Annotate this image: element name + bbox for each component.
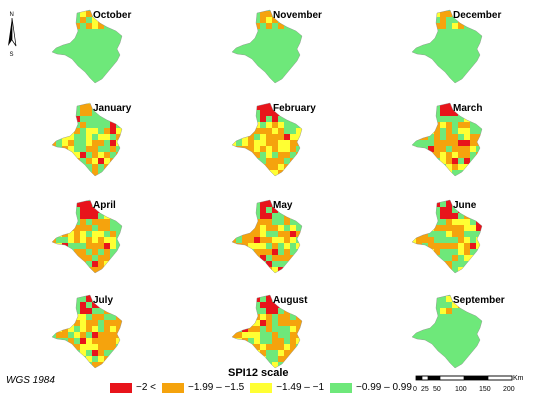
legend-label-moderate: −1.49 – −1	[276, 382, 325, 393]
legend: −2 < −1.99 – −1.5 −1.49 – −1 −0.99 – 0.9…	[110, 382, 418, 393]
legend-swatch-normal	[330, 382, 353, 393]
map-label: October	[93, 10, 131, 21]
scale-tick-50: 50	[433, 386, 441, 393]
legend-swatch-moderate	[250, 382, 273, 393]
map-panel-may: May	[231, 199, 303, 274]
legend-label-extreme: −2 <	[136, 382, 157, 393]
legend-swatch-extreme	[110, 382, 132, 393]
map-label: August	[273, 295, 308, 306]
map-panel-april: April	[51, 199, 123, 274]
map-label: May	[273, 200, 293, 211]
map-label: January	[93, 103, 132, 114]
map-panel-july: July	[51, 294, 123, 369]
legend-label-normal: −0.99 – 0.99	[356, 382, 412, 393]
crs-label: WGS 1984	[6, 375, 55, 386]
map-panel-september: September	[411, 294, 505, 369]
map-panel-november: November	[231, 9, 322, 84]
scale-unit: Km	[513, 375, 524, 382]
map-label: July	[93, 295, 113, 306]
legend-item-severe: −1.99 – −1.5	[162, 382, 244, 393]
map-panel-march: March	[411, 102, 483, 177]
north-arrow: N S	[8, 12, 17, 58]
scale-tick-0: 0	[413, 386, 417, 393]
map-panel-october: October	[51, 9, 131, 84]
map-label: November	[273, 10, 322, 21]
map-panel-august: August	[231, 294, 308, 369]
legend-item-normal: −0.99 – 0.99	[330, 382, 412, 393]
scale-tick-25: 25	[421, 386, 429, 393]
map-label: February	[273, 103, 316, 114]
scale-tick-100: 100	[455, 386, 467, 393]
map-label: March	[453, 103, 482, 114]
legend-item-moderate: −1.49 – −1	[250, 382, 324, 393]
south-label: S	[10, 52, 14, 58]
map-label: September	[453, 295, 505, 306]
scale-tick-150: 150	[479, 386, 491, 393]
map-label: April	[93, 200, 116, 211]
map-panel-june: June	[411, 199, 483, 274]
legend-swatch-severe	[162, 382, 185, 393]
north-label: N	[10, 12, 14, 18]
map-label: June	[453, 200, 477, 211]
legend-title: SPI12 scale	[228, 367, 289, 379]
map-panel-january: January	[51, 102, 132, 177]
scale-tick-200: 200	[503, 386, 515, 393]
legend-item-extreme: −2 <	[110, 382, 156, 393]
map-panel-december: December	[411, 9, 501, 84]
map-label: December	[453, 10, 501, 21]
legend-label-severe: −1.99 – −1.5	[188, 382, 245, 393]
scale-bar: Km 0 25 50 100 150 200	[413, 375, 524, 393]
map-panel-february: February	[231, 102, 316, 177]
